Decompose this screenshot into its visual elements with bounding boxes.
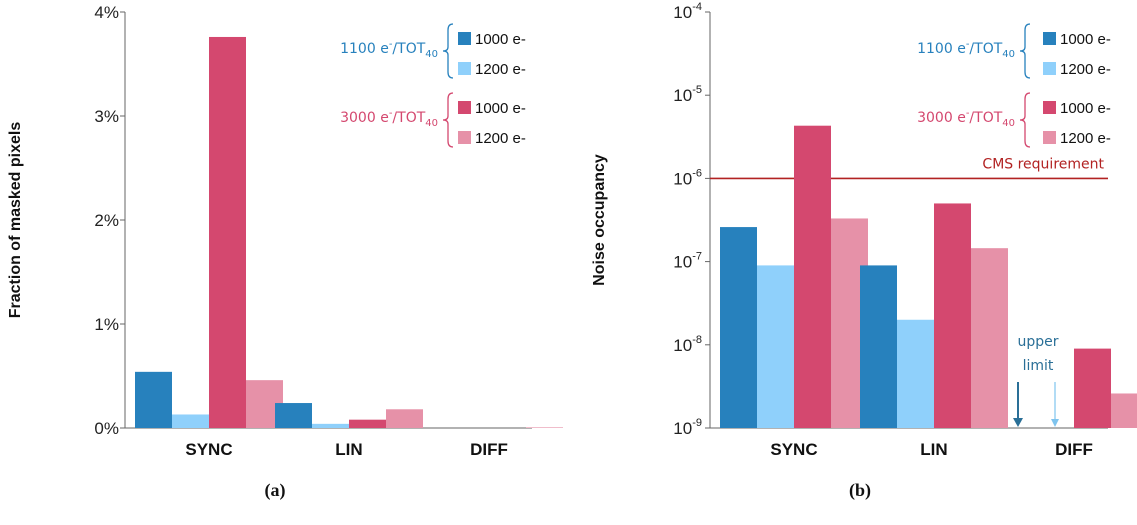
panel-a-chart: 0% 1% 2% 3% 4% Fraction of masked pixels SYNC L… bbox=[7, 3, 563, 501]
y-tick-base: 10 bbox=[673, 419, 692, 438]
legend-entry-label: 1200 e- bbox=[475, 130, 526, 147]
bar bbox=[720, 227, 757, 428]
y-tick-label: 10-5 bbox=[673, 84, 702, 105]
y-tick-exponent: -8 bbox=[692, 334, 702, 346]
category-label: LIN bbox=[920, 440, 947, 459]
y-tick-exponent: -5 bbox=[692, 84, 702, 96]
legend-group-label-superscript: - bbox=[389, 39, 393, 50]
bar bbox=[897, 319, 934, 428]
legend-group-label-main: 3000 e bbox=[340, 110, 389, 126]
legend-entry-label: 1000 e- bbox=[475, 100, 526, 117]
legend-group-label-subscript: 40 bbox=[1002, 118, 1015, 129]
legend-entry-label: 1000 e- bbox=[475, 31, 526, 48]
category-label: SYNC bbox=[770, 440, 817, 459]
legend-swatch bbox=[1043, 101, 1056, 114]
upper-limit-label: limit bbox=[1023, 358, 1054, 374]
legend-group-label-mid: /TOT bbox=[969, 41, 1002, 57]
upper-limit-label: upper bbox=[1017, 334, 1058, 350]
legend-group-label: 1100 e-/TOT40 bbox=[340, 39, 438, 60]
legend-group-label-mid: /TOT bbox=[392, 41, 425, 57]
y-tick-label: 10-7 bbox=[673, 251, 702, 272]
upper-limit-arrowhead bbox=[1013, 418, 1023, 427]
legend-entry-label: 1000 e- bbox=[1060, 100, 1111, 117]
legend-swatch bbox=[1043, 62, 1056, 75]
y-axis-title: Fraction of masked pixels bbox=[7, 122, 24, 319]
y-tick-base: 10 bbox=[673, 3, 692, 22]
legend-group-label-superscript: - bbox=[966, 108, 970, 119]
y-tick-label: 1% bbox=[94, 315, 119, 334]
legend-group-label-subscript: 40 bbox=[425, 49, 438, 60]
legend-group-label-mid: /TOT bbox=[969, 110, 1002, 126]
upper-limit-arrowhead bbox=[1051, 419, 1059, 427]
bar bbox=[794, 125, 831, 428]
bar bbox=[526, 427, 563, 428]
y-tick-base: 10 bbox=[673, 336, 692, 355]
category-label: DIFF bbox=[470, 440, 508, 459]
legend-entry-label: 1200 e- bbox=[1060, 130, 1111, 147]
y-tick-label: 10-9 bbox=[673, 417, 702, 438]
y-tick-base: 10 bbox=[673, 169, 692, 188]
bar bbox=[1111, 393, 1137, 428]
y-tick-exponent: -4 bbox=[692, 1, 702, 13]
y-tick-exponent: -6 bbox=[692, 167, 702, 179]
legend-swatch bbox=[1043, 131, 1056, 144]
category-label: DIFF bbox=[1055, 440, 1093, 459]
y-tick-label: 10-4 bbox=[673, 1, 702, 22]
bar bbox=[971, 248, 1008, 428]
bar bbox=[172, 414, 209, 428]
bar bbox=[135, 371, 172, 428]
y-tick-label: 2% bbox=[94, 211, 119, 230]
legend-group-label-main: 1100 e bbox=[917, 41, 966, 57]
y-tick-label: 0% bbox=[94, 419, 119, 438]
bar bbox=[275, 403, 312, 428]
y-axis-title: Noise occupancy bbox=[591, 154, 608, 286]
legend-group-label-superscript: - bbox=[966, 39, 970, 50]
panel-label: (b) bbox=[849, 480, 871, 501]
bar bbox=[757, 265, 794, 428]
legend-group-label-subscript: 40 bbox=[425, 118, 438, 129]
legend-brace bbox=[442, 92, 454, 148]
legend-entry-label: 1000 e- bbox=[1060, 31, 1111, 48]
legend-group-label: 1100 e-/TOT40 bbox=[917, 39, 1015, 60]
legend-swatch bbox=[458, 101, 471, 114]
bar bbox=[1074, 348, 1111, 428]
cms-requirement-label: CMS requirement bbox=[982, 156, 1104, 172]
legend-swatch bbox=[458, 131, 471, 144]
legend-group-label: 3000 e-/TOT40 bbox=[340, 108, 438, 129]
y-tick-exponent: -9 bbox=[692, 417, 702, 429]
legend-swatch bbox=[458, 32, 471, 45]
y-tick-label: 4% bbox=[94, 3, 119, 22]
category-label: LIN bbox=[335, 440, 362, 459]
legend-brace bbox=[1019, 23, 1031, 79]
legend-swatch bbox=[458, 62, 471, 75]
bar bbox=[934, 203, 971, 428]
bar bbox=[860, 265, 897, 428]
y-tick-label: 10-8 bbox=[673, 334, 702, 355]
bar bbox=[312, 423, 349, 428]
y-tick-label: 3% bbox=[94, 107, 119, 126]
y-tick-label: 10-6 bbox=[673, 167, 702, 188]
bar bbox=[209, 36, 246, 429]
legend-swatch bbox=[1043, 32, 1056, 45]
bar bbox=[349, 419, 386, 428]
legend-entry-label: 1200 e- bbox=[475, 61, 526, 78]
legend-brace bbox=[1019, 92, 1031, 148]
y-tick-base: 10 bbox=[673, 253, 692, 272]
legend-group-label: 3000 e-/TOT40 bbox=[917, 108, 1015, 129]
legend-brace bbox=[442, 23, 454, 79]
legend-entry-label: 1200 e- bbox=[1060, 61, 1111, 78]
legend-group-label-subscript: 40 bbox=[1002, 49, 1015, 60]
legend-group-label-main: 1100 e bbox=[340, 41, 389, 57]
legend-group-label-main: 3000 e bbox=[917, 110, 966, 126]
legend-group-label-mid: /TOT bbox=[392, 110, 425, 126]
category-label: SYNC bbox=[185, 440, 232, 459]
legend-group-label-superscript: - bbox=[389, 108, 393, 119]
bar bbox=[386, 409, 423, 428]
panel-label: (a) bbox=[265, 480, 286, 501]
y-tick-base: 10 bbox=[673, 86, 692, 105]
y-tick-exponent: -7 bbox=[692, 251, 702, 263]
